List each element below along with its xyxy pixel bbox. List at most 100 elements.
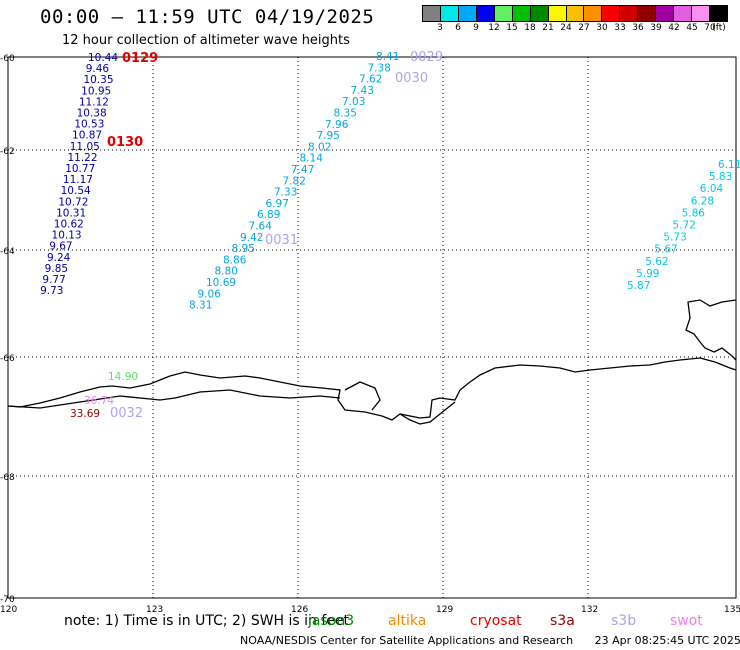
pass-label: 0032	[110, 406, 143, 421]
wave-height-value: 7.82	[283, 175, 306, 187]
legend-swatch	[548, 6, 567, 21]
wave-height-legend: 3 6 9 12 15 18 21 24 27 30 33 36 39 42 45 70 (ft)	[422, 5, 728, 36]
wave-height-value: 6.11	[718, 159, 740, 171]
longitude-label: 120	[0, 605, 17, 615]
wave-height-value: 6.04	[700, 183, 724, 195]
legend-label: 15	[506, 23, 518, 33]
wave-height-value: 10.62	[54, 219, 84, 231]
satellite-tracks: 10.449.4610.3510.9511.1210.3810.5310.871…	[40, 50, 740, 421]
pass-label: 0029	[410, 50, 443, 65]
wave-height-value: 10.95	[81, 85, 111, 97]
wave-height-value: 5.62	[645, 256, 668, 268]
map-title: 00:00 – 11:59 UTC 04/19/2025	[40, 6, 375, 28]
longitude-label: 129	[436, 605, 453, 615]
latitude-label: -60	[0, 54, 15, 64]
wave-height-value: 6.97	[266, 198, 289, 210]
legend-labels: 3 6 9 12 15 18 21 24 27 30 33 36 39 42 45 70 (ft)	[422, 22, 728, 36]
legend-swatch	[566, 6, 585, 21]
map-subtitle: 12 hour collection of altimeter wave hei…	[62, 33, 350, 48]
legend-label: 9	[473, 23, 479, 33]
latitude-label: -70	[0, 595, 15, 605]
pass-label: 0030	[395, 71, 428, 86]
wave-height-value: 7.64	[249, 221, 273, 233]
legend-label: 6	[455, 23, 461, 33]
wave-height-value: 5.86	[682, 207, 706, 219]
wave-height-value: 9.24	[47, 252, 71, 264]
legend-swatch	[620, 6, 639, 21]
legend-swatch	[494, 6, 513, 21]
wave-height-value: 10.35	[83, 74, 113, 86]
longitude-label: 135	[724, 605, 740, 615]
wave-height-value: 10.69	[206, 277, 236, 289]
legend-label: 30	[596, 23, 608, 33]
legend-label: 45	[686, 23, 698, 33]
legend-swatch	[602, 6, 621, 21]
wave-height-value: 11.22	[67, 152, 97, 164]
wave-height-value: 33.69	[70, 408, 100, 420]
wave-height-value: 10.87	[72, 130, 102, 142]
note-line: note: 1) Time is in UTC; 2) SWH is in fe…	[64, 613, 703, 629]
latitude-label: -62	[0, 147, 15, 157]
wave-height-value: 9.73	[40, 285, 63, 297]
legend-label: 3	[437, 23, 443, 33]
legend-swatch	[458, 6, 477, 21]
wave-height-value: 8.02	[308, 141, 331, 153]
wave-height-value: 14.90	[108, 371, 138, 383]
wave-height-value: 10.54	[61, 185, 91, 197]
legend-swatch	[512, 6, 531, 21]
wave-height-value: 10.77	[65, 163, 95, 175]
latitude-label: -68	[0, 473, 15, 483]
wave-height-value: 7.95	[317, 130, 340, 142]
legend-swatch	[656, 6, 675, 21]
wave-height-value: 5.67	[654, 244, 677, 256]
satellite-s3b: s3b	[611, 613, 637, 629]
legend-swatch	[440, 6, 459, 21]
wave-height-value: 5.99	[636, 268, 659, 280]
legend-swatch	[476, 6, 495, 21]
wave-height-value: 11.12	[79, 96, 109, 108]
wave-height-value: 10.31	[56, 207, 86, 219]
wave-height-value: 9.06	[198, 288, 222, 300]
wave-height-value: 10.44	[88, 52, 118, 64]
wave-height-value: 7.96	[325, 119, 349, 131]
pass-label: 0130	[107, 135, 143, 150]
pass-label: 0031	[265, 233, 298, 248]
legend-label: 70	[704, 23, 716, 33]
wave-height-value: 9.42	[240, 232, 263, 244]
wave-height-value: 9.77	[42, 274, 65, 286]
wave-height-value: 5.73	[663, 232, 686, 244]
wave-height-value: 11.17	[63, 174, 93, 186]
satellite-cryosat: cryosat	[470, 613, 522, 629]
wave-height-value: 11.05	[70, 141, 100, 153]
note-text: note: 1) Time is in UTC; 2) SWH is in fe…	[64, 613, 350, 629]
coastline-ice-edge	[344, 381, 456, 425]
legend-label: 18	[524, 23, 536, 33]
wave-height-value: 8.86	[223, 254, 247, 266]
legend-swatch	[638, 6, 657, 21]
coastline	[7, 357, 737, 421]
wave-height-value: 7.33	[274, 187, 297, 199]
coastline-east	[685, 299, 737, 361]
legend-label: 12	[488, 23, 500, 33]
satellite-s3a: s3a	[550, 613, 575, 629]
wave-height-value: 9.67	[49, 241, 72, 253]
wave-height-value: 5.83	[709, 171, 732, 183]
latitude-label: -66	[0, 354, 15, 364]
wave-height-value: 10.53	[74, 119, 104, 131]
legend-label: (ft)	[712, 23, 726, 33]
legend-swatch	[530, 6, 549, 21]
wave-height-value: 9.85	[45, 263, 68, 275]
legend-label: 36	[632, 23, 644, 33]
wave-height-value: 9.46	[86, 63, 110, 75]
coastline-inner	[7, 389, 341, 409]
wave-height-value: 8.35	[334, 108, 357, 120]
wave-height-value: 8.14	[300, 153, 324, 165]
footer-timestamp: 23 Apr 08:25:45 UTC 2025	[594, 634, 740, 647]
legend-swatch	[710, 6, 727, 21]
wave-height-value: 36.74	[84, 395, 114, 407]
legend-label: 21	[542, 23, 554, 33]
satellite-jason3: jason3	[308, 613, 355, 629]
wave-height-value: 6.89	[257, 209, 280, 221]
satellite-altika: altika	[388, 613, 427, 629]
